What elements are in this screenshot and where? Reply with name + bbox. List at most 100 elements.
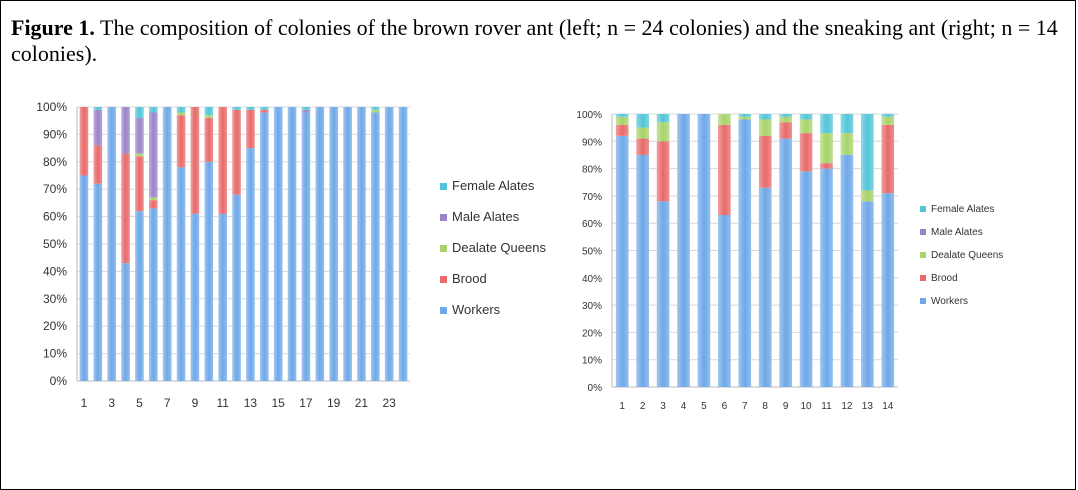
y-tick-label: 60% (43, 210, 67, 224)
legend-label: Dealate Queens (931, 250, 1003, 261)
bar-segment-brood (260, 109, 269, 113)
y-tick-label: 20% (43, 319, 67, 333)
bar-segment-brood (246, 109, 255, 149)
bar-segment-brood (190, 107, 200, 214)
bar-segment-dealate-queens (656, 122, 670, 142)
bar-segment-dealate-queens (718, 114, 731, 125)
bar-segment-dealate-queens (204, 115, 214, 118)
y-tick-label: 50% (582, 247, 602, 258)
bar-segment-male-alates (301, 109, 311, 113)
bar-segment-workers (149, 208, 158, 381)
bar-segment-brood (636, 138, 649, 155)
x-tick-label: 4 (681, 401, 687, 412)
bar-segment-workers (384, 107, 394, 381)
x-tick-label: 13 (244, 396, 258, 410)
bar-segment-brood (799, 133, 813, 172)
y-tick-label: 80% (43, 155, 67, 169)
legend-swatch (920, 206, 926, 212)
legend-swatch (920, 275, 926, 281)
bar-segment-female-alates (246, 107, 255, 110)
bar-segment-workers (79, 175, 89, 381)
bar-segment-workers (301, 112, 311, 381)
bar-segment-dealate-queens (135, 153, 144, 157)
bar-segment-brood (881, 124, 895, 194)
legend-swatch (920, 252, 926, 258)
bar-segment-workers (840, 154, 854, 387)
legend-swatch (440, 307, 447, 314)
x-tick-label: 5 (136, 396, 143, 410)
bar-segment-workers (636, 154, 649, 387)
x-tick-label: 1 (619, 401, 625, 412)
bar-segment-dealate-queens (371, 109, 380, 113)
x-tick-label: 14 (882, 401, 894, 412)
bar-segment-dealate-queens (799, 119, 813, 134)
bar-segment-female-alates (799, 114, 813, 120)
bar-segment-male-alates (135, 117, 144, 154)
legend-label: Workers (931, 296, 968, 307)
bar-segment-workers (677, 114, 690, 387)
legend-swatch (440, 214, 447, 221)
bar-segment-brood (820, 163, 833, 169)
bar-segment-workers (204, 161, 214, 381)
bar-segment-workers (615, 135, 629, 387)
y-tick-label: 0% (588, 383, 603, 394)
x-tick-label: 19 (327, 396, 341, 410)
bar-segment-female-alates (301, 107, 311, 110)
legend-swatch (440, 183, 447, 190)
x-tick-label: 11 (821, 401, 832, 412)
bar-segment-male-alates (149, 112, 158, 198)
bar-segment-brood (79, 107, 89, 176)
legend-swatch (440, 276, 447, 283)
y-tick-label: 10% (43, 347, 67, 361)
bar-segment-workers (93, 183, 103, 381)
x-tick-label: 7 (742, 401, 748, 412)
bar-segment-dealate-queens (820, 133, 833, 164)
x-tick-label: 6 (722, 401, 728, 412)
y-tick-label: 90% (582, 137, 602, 148)
bar-segment-female-alates (656, 114, 670, 123)
bar-segment-brood (204, 117, 214, 162)
bar-segment-female-alates (615, 114, 629, 117)
y-tick-label: 70% (582, 192, 602, 203)
y-tick-label: 50% (43, 237, 67, 251)
bar-segment-dealate-queens (779, 116, 792, 123)
y-tick-label: 40% (43, 264, 67, 278)
bar-segment-dealate-queens (738, 116, 752, 120)
right-chart-plot: 0%10%20%30%40%50%60%70%80%90%100%1 2 3 4 5 6 7… (576, 110, 1003, 412)
figure-caption: Figure 1. The composition of colonies of… (11, 15, 1061, 67)
legend-swatch (920, 229, 926, 235)
bar-segment-brood (121, 153, 130, 264)
figure-label: Figure 1. (11, 15, 95, 40)
left-chart-plot: 0%10%20%30%40%50%60%70%80%90%100%1 3 5 7 9 11… (36, 100, 546, 410)
bar-segment-workers (246, 148, 255, 381)
y-tick-label: 40% (582, 274, 602, 285)
bar-segment-workers (820, 168, 833, 387)
bar-segment-male-alates (121, 107, 130, 154)
bar-segment-workers (799, 171, 813, 387)
bar-segment-workers (343, 107, 352, 381)
legend-label: Female Alates (452, 178, 535, 193)
x-tick-label: 17 (299, 396, 313, 410)
bar-segment-brood (656, 141, 670, 202)
bar-segment-dealate-queens (758, 119, 772, 136)
bar-segment-brood (718, 124, 731, 216)
bar-segment-workers (190, 213, 200, 381)
bar-segment-workers (697, 114, 711, 387)
legend-label: Dealate Queens (452, 240, 546, 255)
x-tick-label: 1 (81, 396, 88, 410)
bar-segment-female-alates (204, 107, 214, 116)
bar-segment-brood (176, 115, 186, 168)
bar-segment-female-alates (371, 107, 380, 110)
bar-segment-dealate-queens (149, 197, 158, 201)
x-tick-label: 5 (701, 401, 707, 412)
bar-segment-female-alates (636, 114, 649, 128)
legend-label: Male Alates (452, 209, 520, 224)
x-tick-label: 10 (801, 401, 813, 412)
bar-segment-female-alates (881, 114, 895, 117)
bar-segment-workers (176, 167, 186, 381)
bar-segment-female-alates (840, 114, 854, 134)
y-tick-label: 100% (36, 100, 67, 114)
bar-segment-workers (861, 201, 874, 387)
legend-label: Workers (452, 302, 501, 317)
bar-segment-workers (881, 193, 895, 387)
